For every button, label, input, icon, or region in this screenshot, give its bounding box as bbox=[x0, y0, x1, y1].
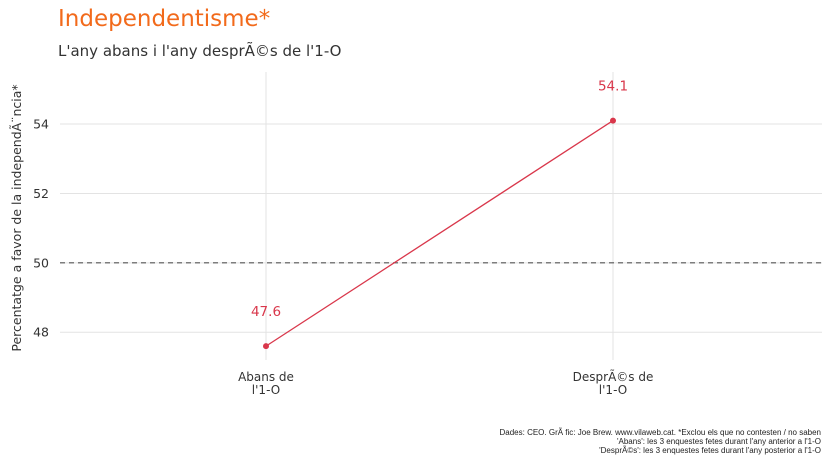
y-tick-label: 50 bbox=[33, 255, 49, 270]
source-caption: Dades: CEO. GrÃ fic: Joe Brew. www.vilaw… bbox=[500, 428, 822, 455]
y-tick-label: 54 bbox=[33, 117, 49, 132]
x-tick-label: DesprÃ©s de l'1-O bbox=[573, 369, 654, 397]
axes: 48 50 52 54 Abans de l'1-O DesprÃ©s de l'1-O Per… bbox=[9, 84, 653, 397]
y-tick-label: 48 bbox=[33, 325, 49, 340]
x-tick-label: Abans de l'1-O bbox=[238, 370, 294, 397]
data-point bbox=[263, 343, 269, 350]
data-label: 54.1 bbox=[598, 79, 628, 95]
data-point bbox=[610, 117, 616, 124]
grid-lines bbox=[60, 72, 822, 360]
data-label: 47.6 bbox=[251, 304, 281, 320]
data-series: 47.6 54.1 bbox=[251, 79, 628, 350]
y-axis-label: Percentatge a favor de la independÃ¨ncia… bbox=[9, 84, 24, 351]
chart-subtitle: L'any abans i l'any desprÃ©s de l'1-O bbox=[58, 42, 342, 60]
caption-line: 'DesprÃ©s': les 3 enquestes fetes durant… bbox=[599, 446, 821, 455]
series-line bbox=[265, 120, 614, 347]
caption-line: 'Abans': les 3 enquestes fetes durant l'… bbox=[616, 437, 821, 446]
y-tick-label: 52 bbox=[33, 186, 49, 201]
chart-title: Independentisme* bbox=[58, 6, 271, 32]
caption-line: Dades: CEO. GrÃ fic: Joe Brew. www.vilaw… bbox=[499, 428, 822, 437]
